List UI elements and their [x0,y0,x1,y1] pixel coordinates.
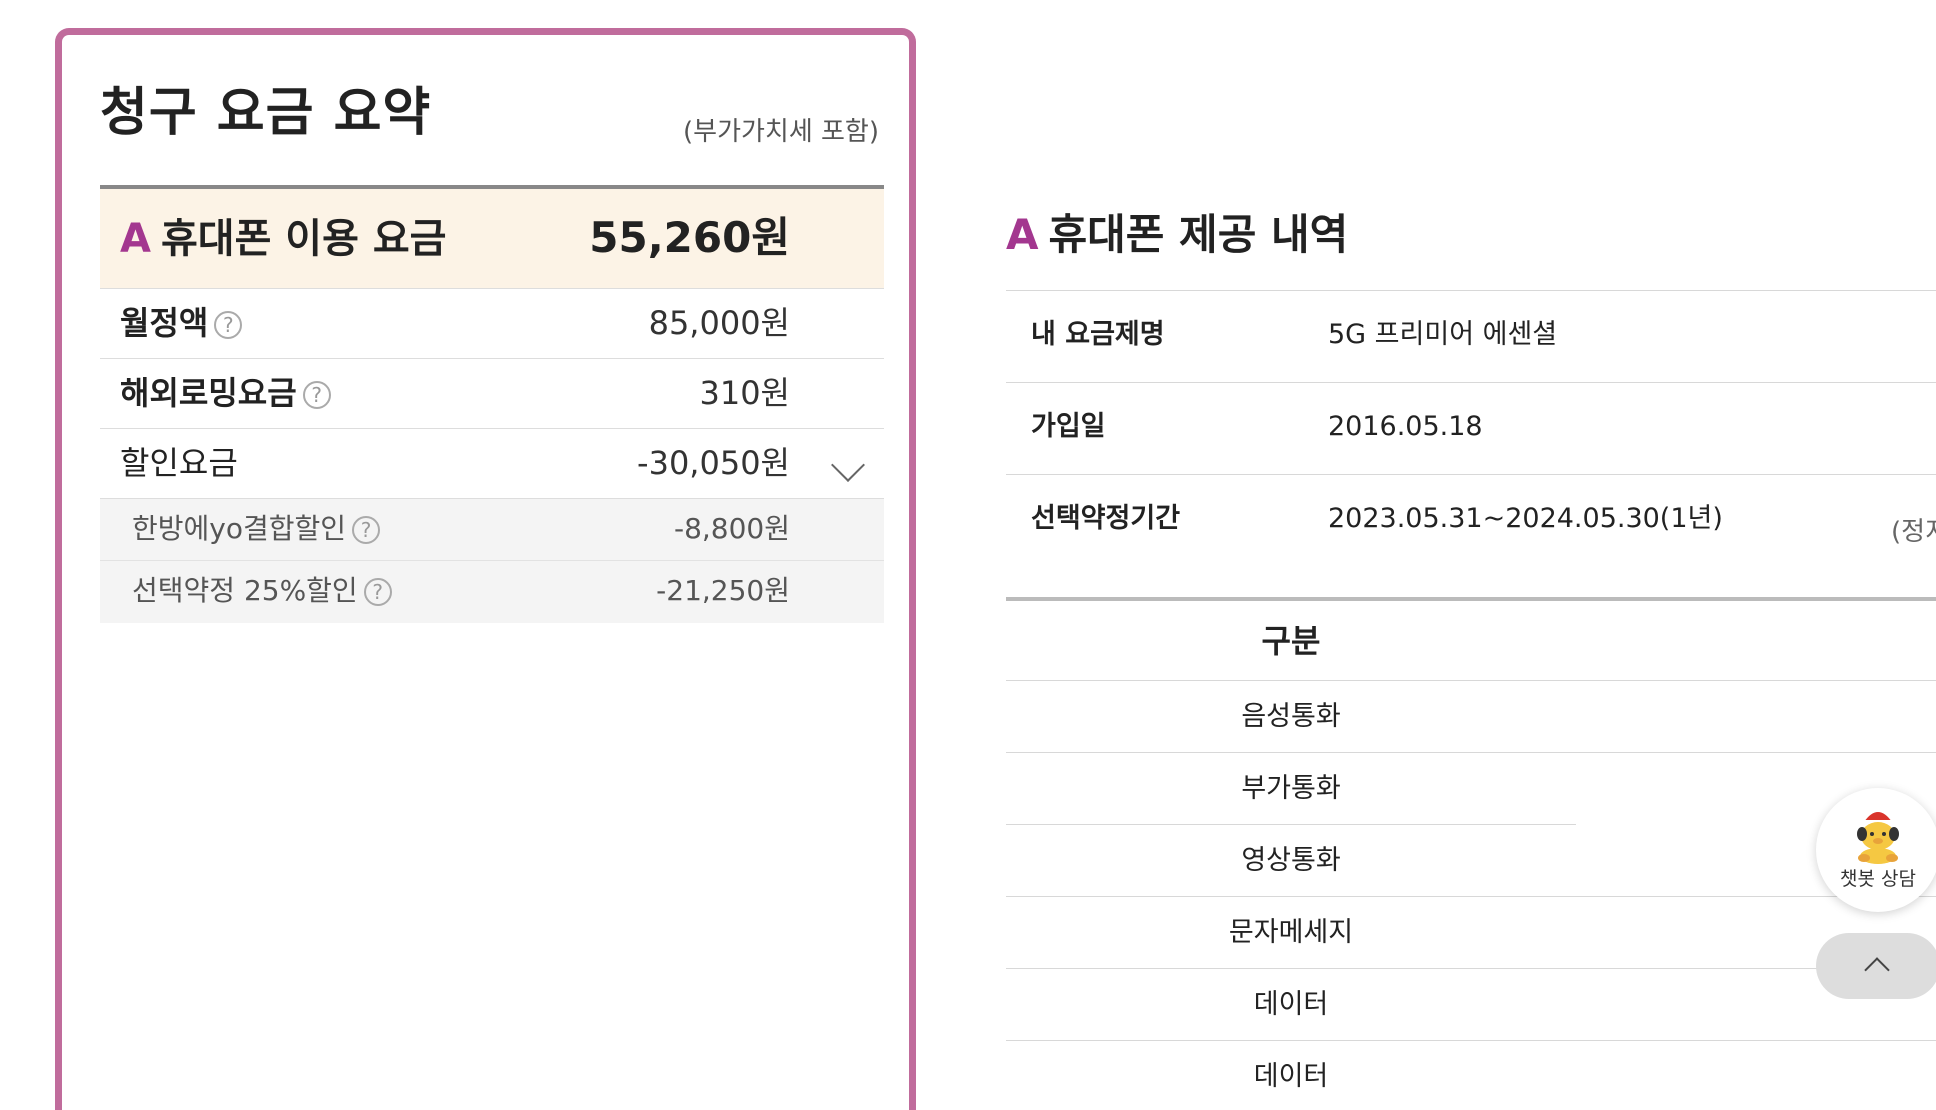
discount-detail-text: 한방에yo결합할인 [132,512,347,545]
discount-details: 한방에yo결합할인? -8,800원 선택약정 25%할인? -21,250원 [100,499,884,623]
summary-title: 청구 요금 요약 [100,83,432,143]
summary-table: A 휴대폰 이용 요금 55,260원 월정액? 85,000원 해외로밍요금? … [100,185,884,623]
table-row: 음성통화 [1006,681,1936,753]
section-marker: A [120,216,151,262]
chatbot-label: 챗봇 상담 [1840,868,1916,890]
category-header-row: 구분 [1006,601,1936,681]
discount-detail-text: 선택약정 25%할인 [132,574,358,607]
category-voice-call: 음성통화 [1241,701,1341,732]
category-data: 데이터 [1253,1061,1329,1092]
contract-period-note: (정지 [1891,517,1936,547]
plan-name-value: 5G 프리미어 에센셜 [1328,319,1558,350]
plan-name-row: 내 요금제명 5G 프리미어 에센셜 [1006,291,1936,383]
discount-detail-label: 선택약정 25%할인? [132,577,392,606]
bill-summary-card: 청구 요금 요약 (부가가치세 포함) A 휴대폰 이용 요금 55,260원 월… [55,28,916,1110]
usage-category-table: 구분 음성통화 부가통화 영상통화 문자메세지 데이터 데이터 [1006,597,1936,1110]
phone-usage-label: 휴대폰 이용 요금 [160,216,447,262]
chatbot-button[interactable]: 챗봇 상담 [1816,788,1936,912]
discount-detail-row: 선택약정 25%할인? -21,250원 [100,561,884,623]
monthly-fee-amount: 85,000원 [648,304,790,342]
help-icon[interactable]: ? [214,311,243,339]
table-row: 데이터 [1006,1041,1936,1110]
contract-period-label: 선택약정기간 [1031,503,1181,534]
chevron-up-icon [1864,957,1890,983]
table-row: 데이터 [1006,969,1936,1041]
roaming-fee-label: 해외로밍요금? [120,377,331,409]
scroll-top-button[interactable] [1816,933,1936,999]
roaming-fee-row: 해외로밍요금? 310원 [100,359,884,429]
vat-note: (부가가치세 포함) [683,117,879,147]
plan-info-table: 내 요금제명 5G 프리미어 에센셜 가입일 2016.05.18 선택약정기간… [1006,290,1936,583]
table-row: 문자메세지 [1006,897,1936,969]
help-icon[interactable]: ? [363,578,392,606]
section-marker: A [1006,210,1039,259]
monthly-fee-text: 월정액 [120,304,209,342]
table-row: 영상통화 [1006,825,1936,897]
help-icon[interactable]: ? [352,516,381,544]
plan-name-label: 내 요금제명 [1031,319,1165,350]
category-message: 문자메세지 [1228,917,1354,948]
provision-title: A 휴대폰 제공 내역 [1006,214,1348,256]
roaming-fee-amount: 310원 [699,374,790,412]
discount-row[interactable]: 할인요금 -30,050원 [100,429,884,499]
contract-period-value: 2023.05.31~2024.05.30(1년) [1328,503,1723,534]
join-date-row: 가입일 2016.05.18 [1006,383,1936,475]
table-row: 부가통화 [1006,753,1936,825]
monthly-fee-label: 월정액? [120,304,243,342]
discount-detail-amount: -21,250원 [656,574,790,607]
summary-header-row: A 휴대폰 이용 요금 55,260원 [100,185,884,289]
discount-detail-label: 한방에yo결합할인? [132,512,381,545]
join-date-label: 가입일 [1031,411,1106,442]
chatbot-mascot-icon [1857,802,1899,864]
category-header-label: 구분 [1261,622,1321,660]
category-extra-call: 부가통화 [1241,773,1341,804]
contract-period-row: 선택약정기간 2023.05.31~2024.05.30(1년) (정지 [1006,475,1936,583]
provision-title-text: 휴대폰 제공 내역 [1048,210,1349,259]
monthly-fee-row: 월정액? 85,000원 [100,289,884,359]
help-icon[interactable]: ? [302,381,331,409]
discount-label: 할인요금 [120,444,238,482]
summary-header-label: A 휴대폰 이용 요금 [120,219,446,259]
discount-detail-amount: -8,800원 [673,512,790,545]
category-video-call: 영상통화 [1241,845,1341,876]
join-date-value: 2016.05.18 [1328,411,1483,442]
chevron-down-icon[interactable] [831,448,865,482]
discount-amount: -30,050원 [637,444,790,482]
total-amount: 55,260원 [589,213,790,262]
discount-detail-row: 한방에yo결합할인? -8,800원 [100,499,884,561]
roaming-fee-text: 해외로밍요금 [120,374,297,412]
category-data: 데이터 [1253,989,1329,1020]
